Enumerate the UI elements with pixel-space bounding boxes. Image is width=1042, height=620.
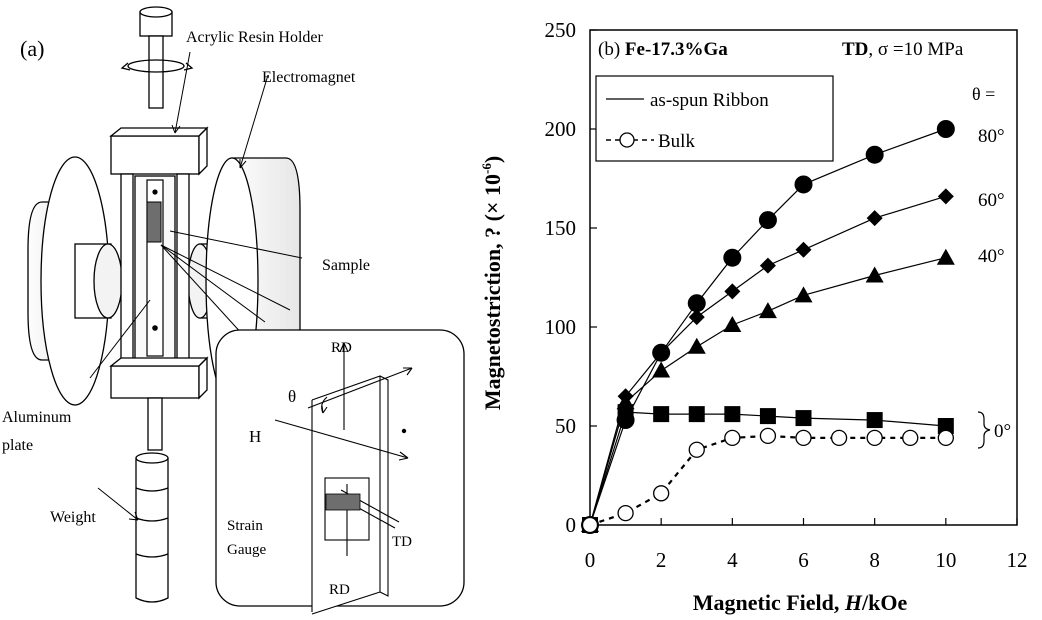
data-point <box>937 188 954 205</box>
top-knob <box>139 6 173 109</box>
data-point <box>866 429 883 447</box>
inset-gauge-line2: Gauge <box>227 542 266 558</box>
left-electromagnet <box>27 156 123 406</box>
data-point <box>653 344 670 361</box>
chart-title: (b) Fe-17.3%Ga <box>598 39 728 60</box>
data-point <box>759 257 776 274</box>
label-holder: Acrylic Resin Holder <box>186 29 324 46</box>
data-point <box>830 429 848 447</box>
curve-label-40: 40° <box>978 246 1005 267</box>
apparatus-diagram: (a) <box>0 0 470 615</box>
y-tick-label: 100 <box>545 315 577 339</box>
legend-ribbon-label: as-spun Ribbon <box>650 90 769 111</box>
y-tick-label: 150 <box>545 216 577 240</box>
x-tick-label: 4 <box>727 548 738 572</box>
data-point <box>688 441 705 458</box>
data-point <box>581 516 599 534</box>
data-point <box>724 283 741 300</box>
y-tick-label: 250 <box>545 18 577 42</box>
data-point <box>759 408 776 425</box>
x-tick-label: 10 <box>935 548 956 572</box>
data-point <box>758 211 777 230</box>
label-plate-line2: plate <box>2 437 33 454</box>
series-line-0 <box>589 128 947 526</box>
data-point <box>723 248 742 267</box>
inset-h: H <box>249 427 261 446</box>
y-tick-label: 0 <box>566 513 577 537</box>
data-point <box>653 485 670 502</box>
label-sample: Sample <box>322 257 370 274</box>
x-tick-label: 12 <box>1007 548 1028 572</box>
legend-bulk-marker <box>619 132 635 148</box>
data-point <box>723 316 742 333</box>
data-point <box>688 309 705 326</box>
data-point <box>937 418 954 434</box>
callout-lines <box>89 51 303 521</box>
curve-label-60: 60° <box>978 190 1005 211</box>
data-point <box>794 175 813 194</box>
sample-strip <box>146 201 162 243</box>
chart-panel: 0 2 4 6 8 10 12 0 50 100 150 200 250 (b) Fe-17.3%Ga … <box>470 0 1042 615</box>
y-axis-title: Magnetostriction, ? (× 10-6) <box>479 156 505 410</box>
data-point <box>688 406 705 423</box>
data-point <box>687 337 706 354</box>
inset-td: TD <box>392 534 412 550</box>
series-line-1 <box>589 195 946 526</box>
curve-label-80: 80° <box>978 126 1005 147</box>
data-point <box>795 410 812 427</box>
chart-condition: TD, σ =10 MPa <box>842 39 964 60</box>
data-point <box>795 429 812 447</box>
data-point <box>617 404 634 421</box>
data-point <box>936 248 955 265</box>
series-line-4 <box>589 434 946 527</box>
series-line-2 <box>589 257 946 526</box>
data-point <box>866 412 883 429</box>
x-tick-label: 0 <box>585 548 596 572</box>
data-point <box>865 266 884 283</box>
legend-box <box>595 75 834 162</box>
series-markers <box>581 120 955 534</box>
inset-rd-top: RD <box>331 340 352 356</box>
y-tick-label: 200 <box>545 117 577 141</box>
data-point <box>758 302 777 319</box>
x-axis-title: Magnetic Field, H/kOe <box>693 590 908 615</box>
data-point <box>653 406 670 423</box>
zero-degree-brace <box>977 411 991 449</box>
data-point <box>759 427 777 445</box>
theta-header: θ = <box>972 84 995 104</box>
acrylic-holder <box>109 126 209 400</box>
data-point <box>937 429 954 447</box>
series-lines <box>589 128 947 527</box>
inset-rd-bottom: RD <box>329 582 350 598</box>
x-tick-label: 6 <box>798 548 809 572</box>
legend-bulk-label: Bulk <box>658 131 695 152</box>
apparatus-svg: (a) <box>2 6 465 615</box>
data-point <box>724 406 741 423</box>
data-point <box>902 429 919 447</box>
data-point <box>866 210 883 227</box>
data-point <box>617 504 634 522</box>
inset-theta: θ <box>288 387 296 406</box>
data-point <box>687 294 706 313</box>
y-tick-label: 50 <box>555 414 576 438</box>
label-electromagnet: Electromagnet <box>262 69 356 86</box>
panel-a-label: (a) <box>20 36 44 61</box>
inset-gauge-line1: Strain <box>227 518 263 534</box>
x-tick-label: 2 <box>656 548 667 572</box>
label-weight: Weight <box>50 509 96 526</box>
data-point <box>795 241 812 258</box>
curve-label-0: 0° <box>994 421 1011 442</box>
weight-assembly <box>135 397 169 603</box>
legend: as-spun Ribbon Bulk <box>595 75 834 162</box>
data-point <box>865 145 884 164</box>
x-tick-label: 8 <box>869 548 880 572</box>
inset-detail: RD θ H Strain Gauge TD RD <box>215 329 465 615</box>
data-point <box>794 286 813 303</box>
data-point <box>936 120 955 138</box>
data-point <box>724 429 741 447</box>
label-plate-line1: Aluminum <box>2 409 72 426</box>
data-point <box>652 361 671 378</box>
